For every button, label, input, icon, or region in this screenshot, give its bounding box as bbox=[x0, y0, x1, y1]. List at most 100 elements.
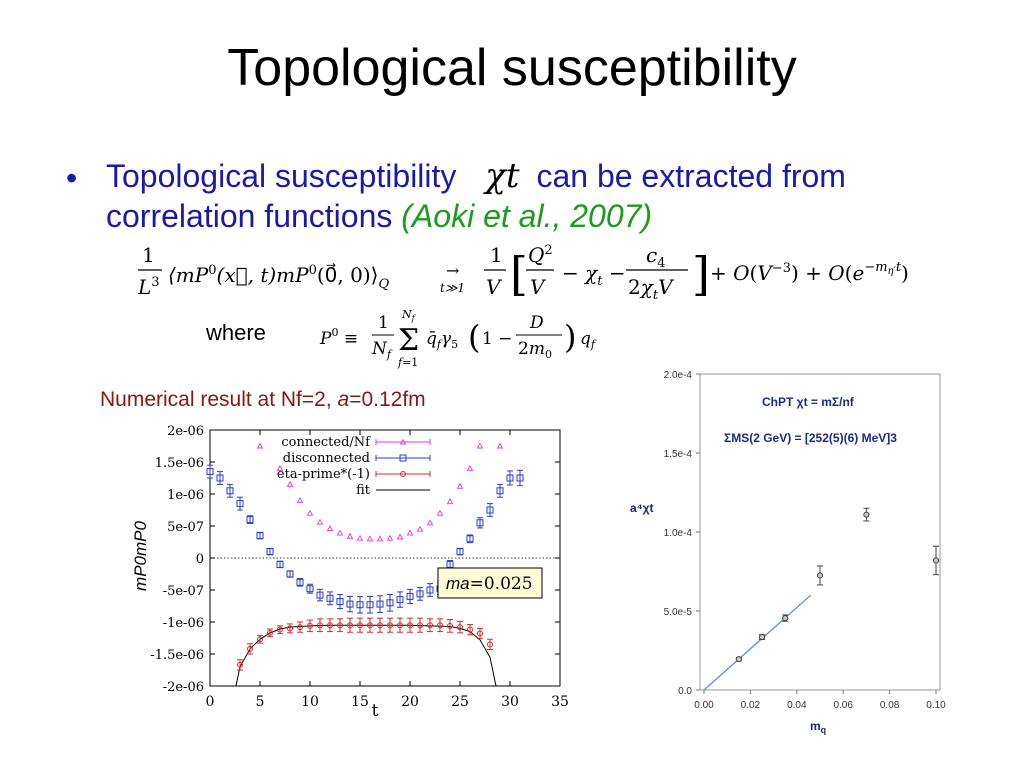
data-point-circle bbox=[437, 622, 443, 629]
x-tick-label: 5 bbox=[256, 694, 265, 710]
data-point-square bbox=[226, 487, 234, 495]
data-point bbox=[863, 511, 870, 518]
data-point-triangle bbox=[456, 482, 464, 489]
data-point-triangle bbox=[316, 518, 324, 525]
svg-text:V: V bbox=[530, 275, 547, 299]
svg-text:− χt −: − χt − bbox=[562, 261, 626, 289]
svg-text:P0 ≡: P0 ≡ bbox=[319, 326, 358, 349]
data-point-circle bbox=[367, 622, 373, 629]
svg-text:1 −: 1 − bbox=[482, 329, 512, 349]
svg-text:+ O(V−3) + O(e−mη′t): + O(V−3) + O(e−mη′t) bbox=[710, 260, 909, 285]
svg-text:]: ] bbox=[692, 247, 710, 301]
data-point-square bbox=[306, 585, 314, 593]
data-point-triangle bbox=[296, 496, 304, 503]
data-point-square bbox=[256, 532, 264, 540]
data-point-square bbox=[386, 599, 394, 607]
data-point-circle bbox=[237, 661, 243, 668]
bullet-text-line2: correlation functions bbox=[106, 198, 393, 234]
svg-text:Σ: Σ bbox=[398, 323, 419, 358]
x-tick-label: 20 bbox=[401, 694, 419, 710]
bullet-text-pre: Topological susceptibility bbox=[106, 158, 457, 194]
svg-text:(: ( bbox=[468, 318, 480, 356]
y-tick-label: -2e-06 bbox=[163, 680, 204, 695]
x-tick-label: 0.00 bbox=[694, 700, 714, 711]
data-point-circle bbox=[337, 622, 343, 629]
data-point-square bbox=[326, 594, 334, 602]
bullet-line-1: Topological susceptibility χt can be ext… bbox=[106, 158, 846, 194]
data-point-square bbox=[206, 468, 214, 476]
data-point bbox=[932, 557, 940, 564]
data-point-circle bbox=[487, 641, 493, 648]
legend-label: disconnected bbox=[283, 451, 370, 466]
numerical-label-post: =0.12fm bbox=[349, 388, 426, 411]
y-axis-label: mP0mP0 bbox=[131, 521, 150, 591]
data-point-circle bbox=[397, 622, 403, 629]
y-tick-label: 0.0 bbox=[678, 686, 692, 697]
data-point-triangle bbox=[336, 529, 344, 536]
data-point-square bbox=[286, 570, 294, 578]
y-tick-label: 5.0e-5 bbox=[664, 607, 693, 618]
legend-label: fit bbox=[356, 483, 371, 498]
correlator-chart: mP0mP0 2e-06 1.5e-06 1e-06 5e-07 0 -5e-07 -1e-… bbox=[131, 424, 569, 721]
data-point-circle bbox=[257, 636, 263, 643]
ma-annotation-box bbox=[437, 567, 543, 599]
data-point bbox=[735, 656, 742, 663]
y-tick-label: 5e-07 bbox=[167, 520, 204, 535]
data-point-circle bbox=[387, 622, 393, 629]
correlator-equation: 1 L3 ⟨mP0(x⃗, t)mP0(0⃗, 0)⟩Q → t≫1 1 V [… bbox=[137, 243, 909, 303]
data-point-square bbox=[236, 500, 244, 508]
data-point-square bbox=[266, 548, 274, 556]
data-point-square bbox=[336, 598, 344, 606]
x-tick-label: 0.02 bbox=[741, 700, 761, 711]
x-tick-label: 10 bbox=[301, 694, 319, 710]
legend-marker bbox=[399, 454, 407, 462]
numerical-label-pre: Numerical result at Nf=2, bbox=[100, 388, 338, 411]
data-point-triangle bbox=[496, 442, 504, 449]
data-point-square bbox=[216, 474, 224, 482]
svg-text:): ) bbox=[564, 318, 576, 356]
svg-text:Q2: Q2 bbox=[528, 243, 553, 267]
y-tick-label: 2e-06 bbox=[167, 424, 204, 439]
data-point-square bbox=[456, 548, 464, 556]
data-point-triangle bbox=[386, 534, 394, 541]
data-point-square bbox=[356, 601, 364, 609]
y-tick-label: 1e-06 bbox=[167, 488, 204, 503]
svg-text:c4: c4 bbox=[646, 243, 665, 271]
data-point-square bbox=[506, 474, 514, 482]
data-point-triangle bbox=[466, 464, 474, 471]
bullet-marker: • bbox=[66, 160, 78, 196]
data-point-triangle bbox=[276, 464, 284, 471]
x-tick-label: 0 bbox=[206, 694, 215, 710]
data-point-square bbox=[496, 487, 504, 495]
data-point-square bbox=[426, 586, 434, 594]
data-point-triangle bbox=[366, 535, 374, 542]
svg-text:f=1: f=1 bbox=[397, 356, 418, 369]
data-point-triangle bbox=[396, 533, 404, 540]
data-point-square bbox=[316, 591, 324, 599]
svg-text:→: → bbox=[446, 261, 459, 280]
x-tick-label: 25 bbox=[451, 694, 469, 710]
data-point-triangle bbox=[356, 534, 364, 541]
ma-annotation: ma=0.025 bbox=[446, 574, 533, 594]
svg-text:Nf: Nf bbox=[401, 308, 417, 323]
y-axis-label: a⁴χt bbox=[630, 501, 654, 515]
where-label: where bbox=[206, 320, 266, 345]
x-tick-label: 0.08 bbox=[880, 700, 900, 711]
svg-text:qf: qf bbox=[580, 329, 597, 351]
data-point-circle bbox=[417, 622, 423, 629]
data-point-circle bbox=[347, 622, 353, 629]
data-point-square bbox=[276, 560, 284, 568]
data-point-circle bbox=[407, 622, 413, 629]
y-tick-label: -1e-06 bbox=[163, 616, 204, 631]
data-point-circle bbox=[277, 626, 283, 633]
y-tick-label: -1.5e-06 bbox=[150, 648, 204, 663]
svg-text:q̄fγ5: q̄fγ5 bbox=[426, 329, 458, 351]
data-point-triangle bbox=[406, 529, 414, 536]
svg-text:1: 1 bbox=[490, 243, 503, 267]
data-point-circle bbox=[297, 624, 303, 631]
x-tick-label: 0.10 bbox=[926, 700, 946, 711]
numerical-result-label: Numerical result at Nf=2, a=0.12fm bbox=[100, 388, 426, 412]
legend-marker bbox=[400, 471, 406, 477]
svg-text:1: 1 bbox=[378, 313, 389, 333]
chpt-annotation: ChPT χt = mΣ/nf bbox=[762, 395, 855, 409]
